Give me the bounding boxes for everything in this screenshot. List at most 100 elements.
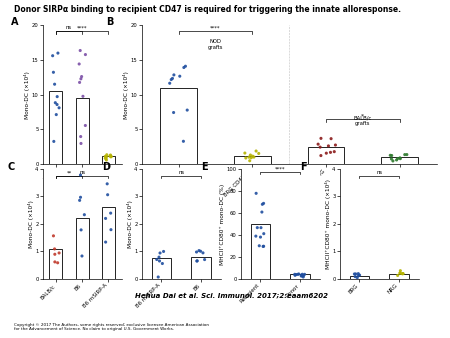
Point	[316, 144, 324, 150]
Point	[82, 52, 89, 57]
Point	[169, 76, 176, 81]
Point	[331, 149, 338, 154]
Point	[106, 153, 113, 159]
Point	[170, 72, 177, 78]
Text: D: D	[103, 163, 110, 172]
Point	[103, 154, 110, 160]
Text: B: B	[106, 17, 114, 27]
Text: BALB/c
grafts: BALB/c grafts	[354, 115, 372, 126]
Point	[76, 48, 84, 53]
Point	[160, 249, 167, 254]
Point	[332, 142, 339, 148]
Point	[170, 110, 177, 115]
Bar	[307, 147, 344, 164]
Point	[298, 272, 305, 278]
Text: Hehua Dai et al. Sci. Immunol. 2017;2:eaam6202: Hehua Dai et al. Sci. Immunol. 2017;2:ea…	[135, 292, 328, 298]
Point	[102, 239, 109, 245]
Point	[260, 244, 267, 249]
Point	[108, 227, 115, 233]
Text: *: *	[361, 113, 364, 118]
Point	[53, 112, 60, 117]
Point	[195, 248, 203, 253]
Point	[250, 154, 257, 160]
Point	[51, 246, 58, 251]
Point	[248, 155, 255, 161]
Point	[389, 158, 396, 164]
Point	[76, 80, 83, 85]
Text: ns: ns	[376, 170, 382, 175]
Point	[252, 234, 260, 239]
Point	[254, 225, 261, 230]
Point	[387, 153, 394, 158]
Bar	[50, 249, 63, 279]
Bar	[76, 98, 89, 164]
Point	[246, 158, 253, 164]
Point	[294, 272, 302, 277]
Point	[257, 234, 264, 240]
Point	[157, 250, 164, 256]
Point	[194, 258, 201, 264]
Point	[159, 261, 166, 266]
Point	[166, 80, 173, 86]
Text: F: F	[301, 163, 307, 172]
Point	[394, 156, 401, 161]
Point	[396, 270, 404, 276]
Point	[299, 273, 306, 279]
Point	[315, 142, 322, 147]
Text: E: E	[202, 163, 208, 172]
Bar	[160, 88, 197, 164]
Point	[317, 136, 324, 141]
Point	[155, 255, 162, 260]
Point	[52, 100, 59, 105]
Point	[104, 181, 111, 187]
Point	[168, 77, 175, 82]
Point	[77, 134, 84, 139]
Point	[201, 257, 208, 262]
Point	[54, 50, 62, 56]
Point	[247, 152, 254, 158]
Point	[79, 94, 86, 99]
Bar	[102, 208, 115, 279]
Point	[399, 271, 406, 276]
Point	[299, 271, 306, 277]
Bar	[381, 157, 418, 164]
Point	[102, 155, 109, 161]
Point	[76, 61, 83, 67]
Text: ns: ns	[79, 170, 85, 175]
Text: **: **	[67, 170, 72, 175]
Point	[51, 259, 59, 265]
Point	[351, 274, 359, 279]
Point	[50, 139, 58, 144]
Point	[298, 273, 305, 279]
Point	[352, 271, 359, 277]
Point	[77, 227, 85, 233]
Point	[356, 272, 363, 278]
Bar	[191, 257, 211, 279]
Bar	[234, 155, 271, 164]
Y-axis label: Mono-DC (×10⁴): Mono-DC (×10⁴)	[24, 71, 31, 119]
Point	[317, 153, 324, 158]
Point	[184, 107, 191, 113]
Point	[388, 153, 395, 158]
Text: ****: ****	[77, 25, 87, 30]
Y-axis label: Mono-DC (×10⁴): Mono-DC (×10⁴)	[123, 71, 130, 119]
Point	[176, 73, 184, 79]
Point	[107, 152, 114, 158]
Point	[257, 225, 265, 231]
Point	[182, 64, 189, 69]
Y-axis label: Mono-DC (×10⁴): Mono-DC (×10⁴)	[127, 200, 133, 248]
Point	[396, 155, 404, 161]
Point	[104, 192, 111, 197]
Text: Copyright © 2017 The Authors, some rights reserved; exclusive licensee American : Copyright © 2017 The Authors, some right…	[14, 323, 208, 331]
Y-axis label: MHCII⁺CD80⁺ mono-DC (%): MHCII⁺CD80⁺ mono-DC (%)	[220, 183, 225, 265]
Text: ****: ****	[210, 25, 220, 30]
Point	[394, 273, 401, 278]
Y-axis label: MHCII⁺CD80⁺ mono-DC (×10⁴): MHCII⁺CD80⁺ mono-DC (×10⁴)	[325, 179, 331, 269]
Point	[156, 258, 163, 264]
Point	[54, 94, 61, 99]
Point	[260, 201, 267, 206]
Point	[396, 270, 404, 276]
Point	[260, 231, 267, 236]
Bar	[389, 274, 409, 279]
Point	[249, 153, 256, 159]
